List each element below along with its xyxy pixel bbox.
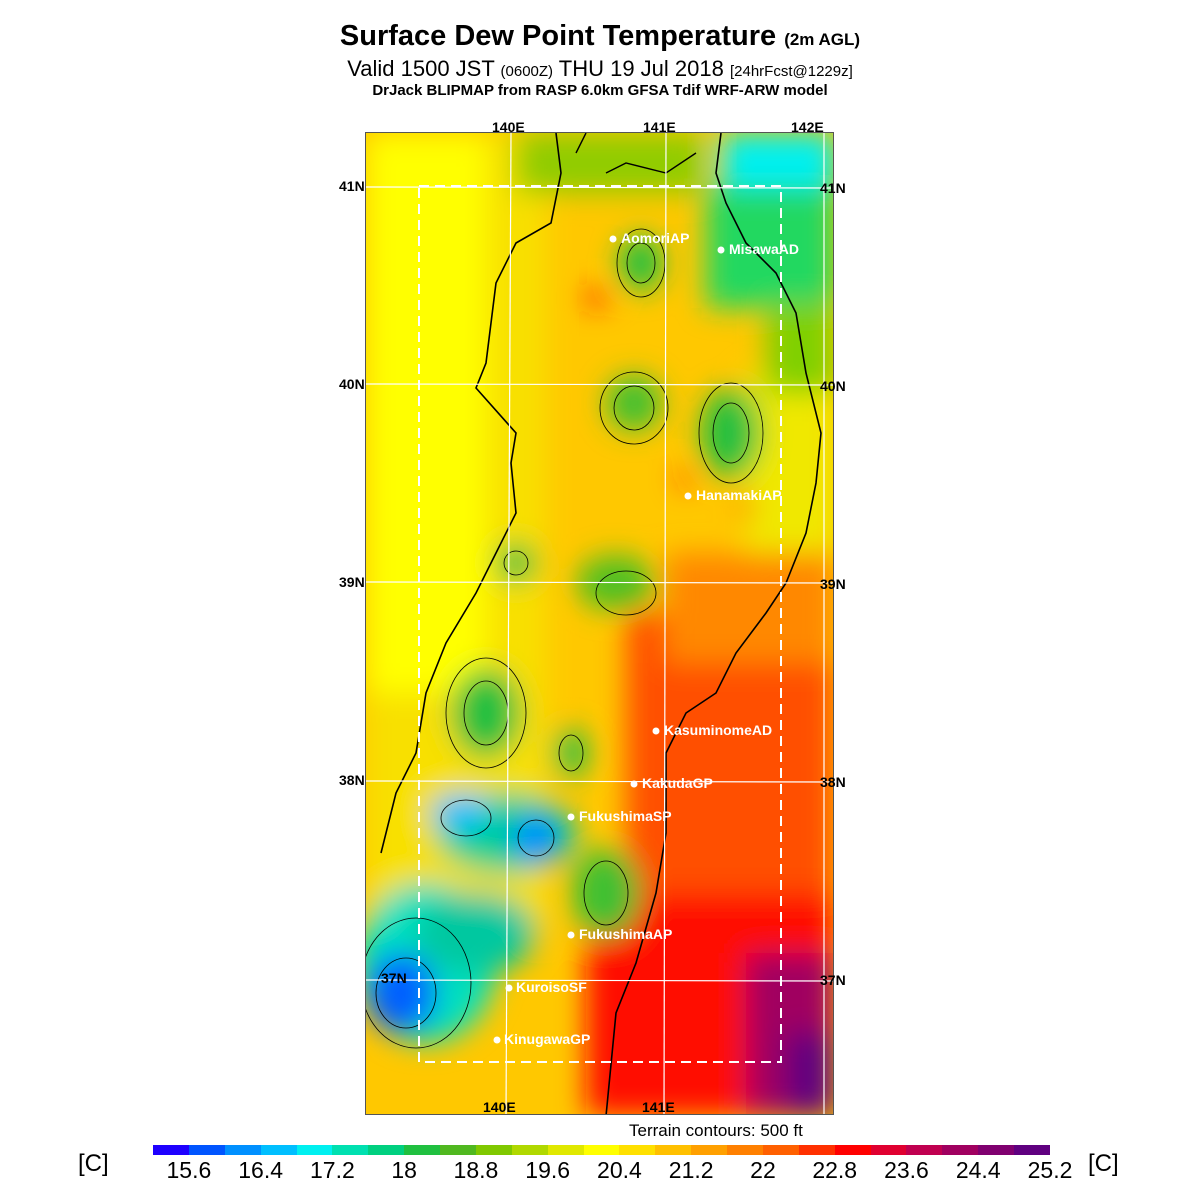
color-swatch [834, 1145, 871, 1155]
lon-label-140e-top: 140E [492, 119, 525, 135]
lat-label-39n-left: 39N [339, 574, 365, 590]
color-swatch [906, 1145, 943, 1155]
map-title: Surface Dew Point Temperature (2m AGL) [0, 18, 1200, 58]
map-field [366, 133, 833, 1114]
color-swatch [188, 1145, 225, 1155]
color-swatch [691, 1145, 727, 1155]
model-description: DrJack BLIPMAP from RASP 6.0km GFSA Tdif… [372, 82, 828, 99]
station-fukushima-sp: FukushimaSP [579, 808, 672, 824]
valid-utc: (0600Z) [500, 63, 554, 80]
station-aomori: AomoriAP [621, 230, 690, 246]
color-tick-label: 25.2 [1027, 1157, 1073, 1183]
lat-label-41n-right: 41N [820, 180, 846, 196]
lat-label-38n-right: 38N [820, 774, 846, 790]
unit-label-right: [C] [1088, 1150, 1119, 1177]
color-swatch [440, 1145, 476, 1155]
color-swatch [153, 1145, 189, 1155]
station-hanamaki: HanamakiAP [696, 487, 782, 503]
color-swatch [583, 1145, 620, 1155]
lat-label-37n-left: 37N [381, 970, 407, 986]
lon-label-141e-bottom: 141E [642, 1099, 675, 1115]
lon-label-141e-top: 141E [643, 119, 676, 135]
color-swatch [978, 1145, 1014, 1155]
lat-label-38n-left: 38N [339, 772, 365, 788]
color-swatch [260, 1145, 297, 1155]
lat-label-40n-left: 40N [339, 376, 365, 392]
color-swatch [547, 1145, 584, 1155]
color-swatch [404, 1145, 440, 1155]
color-scale-ticks: 15.6 16.4 17.2 18 18.8 19.6 20.4 21.2 22 22.8 23.6… [0, 1157, 1200, 1187]
color-swatch [870, 1145, 907, 1155]
color-swatch [296, 1145, 333, 1155]
color-swatch [332, 1145, 369, 1155]
unit-label-left: [C] [78, 1150, 109, 1177]
color-swatch [655, 1145, 692, 1155]
color-swatch [942, 1145, 979, 1155]
dew-point-map [365, 132, 834, 1115]
lat-label-40n-right: 40N [820, 378, 846, 394]
lat-label-37n-right: 37N [820, 972, 846, 988]
station-markers [493, 235, 725, 1044]
color-swatch [475, 1145, 512, 1155]
color-tick-label: 16.4 [238, 1157, 284, 1183]
forecast-info: [24hrFcst@1229z] [729, 63, 853, 80]
station-kuroiso: KuroisoSF [516, 979, 587, 995]
color-tick-label: 19.6 [525, 1157, 571, 1183]
color-scale-bar [153, 1145, 1050, 1155]
color-tick-label: 22 [750, 1157, 776, 1183]
station-kasuminome: KasuminomeAD [664, 722, 773, 738]
color-swatch [762, 1145, 799, 1155]
title-suffix: (2m AGL) [784, 30, 861, 49]
color-tick-label: 23.6 [884, 1157, 929, 1183]
station-fukushima-ap: FukushimaAP [579, 926, 673, 942]
color-tick-label: 22.8 [812, 1157, 858, 1183]
color-tick-label: 20.4 [597, 1157, 642, 1183]
station-kakuda: KakudaGP [642, 775, 713, 791]
color-swatch [798, 1145, 835, 1155]
color-swatch [224, 1145, 261, 1155]
color-swatch [727, 1145, 763, 1155]
lat-label-41n-left: 41N [339, 178, 365, 194]
color-swatch [511, 1145, 548, 1155]
valid-date: THU 19 Jul 2018 [558, 56, 724, 81]
station-kinugawa: KinugawaGP [504, 1031, 591, 1047]
color-swatch [1014, 1145, 1050, 1155]
color-swatch [368, 1145, 405, 1155]
title-text: Surface Dew Point Temperature [339, 20, 777, 52]
color-swatch [619, 1145, 656, 1155]
color-tick-label: 24.4 [955, 1157, 1001, 1183]
terrain-contour-note: Terrain contours: 500 ft [629, 1121, 803, 1140]
color-tick-label: 15.6 [166, 1157, 212, 1183]
lat-label-39n-right: 39N [820, 576, 846, 592]
valid-time: Valid 1500 JST (0600Z) THU 19 Jul 2018 [… [0, 56, 1200, 85]
lon-label-142e-top: 142E [791, 119, 824, 135]
color-tick-label: 21.2 [668, 1157, 714, 1183]
color-tick-label: 18 [391, 1157, 417, 1183]
lon-label-140e-bottom: 140E [483, 1099, 516, 1115]
valid-prefix: Valid 1500 JST [347, 56, 495, 81]
color-tick-label: 18.8 [453, 1157, 499, 1183]
color-tick-label: 17.2 [310, 1157, 355, 1183]
station-misawa: MisawaAD [729, 241, 800, 257]
